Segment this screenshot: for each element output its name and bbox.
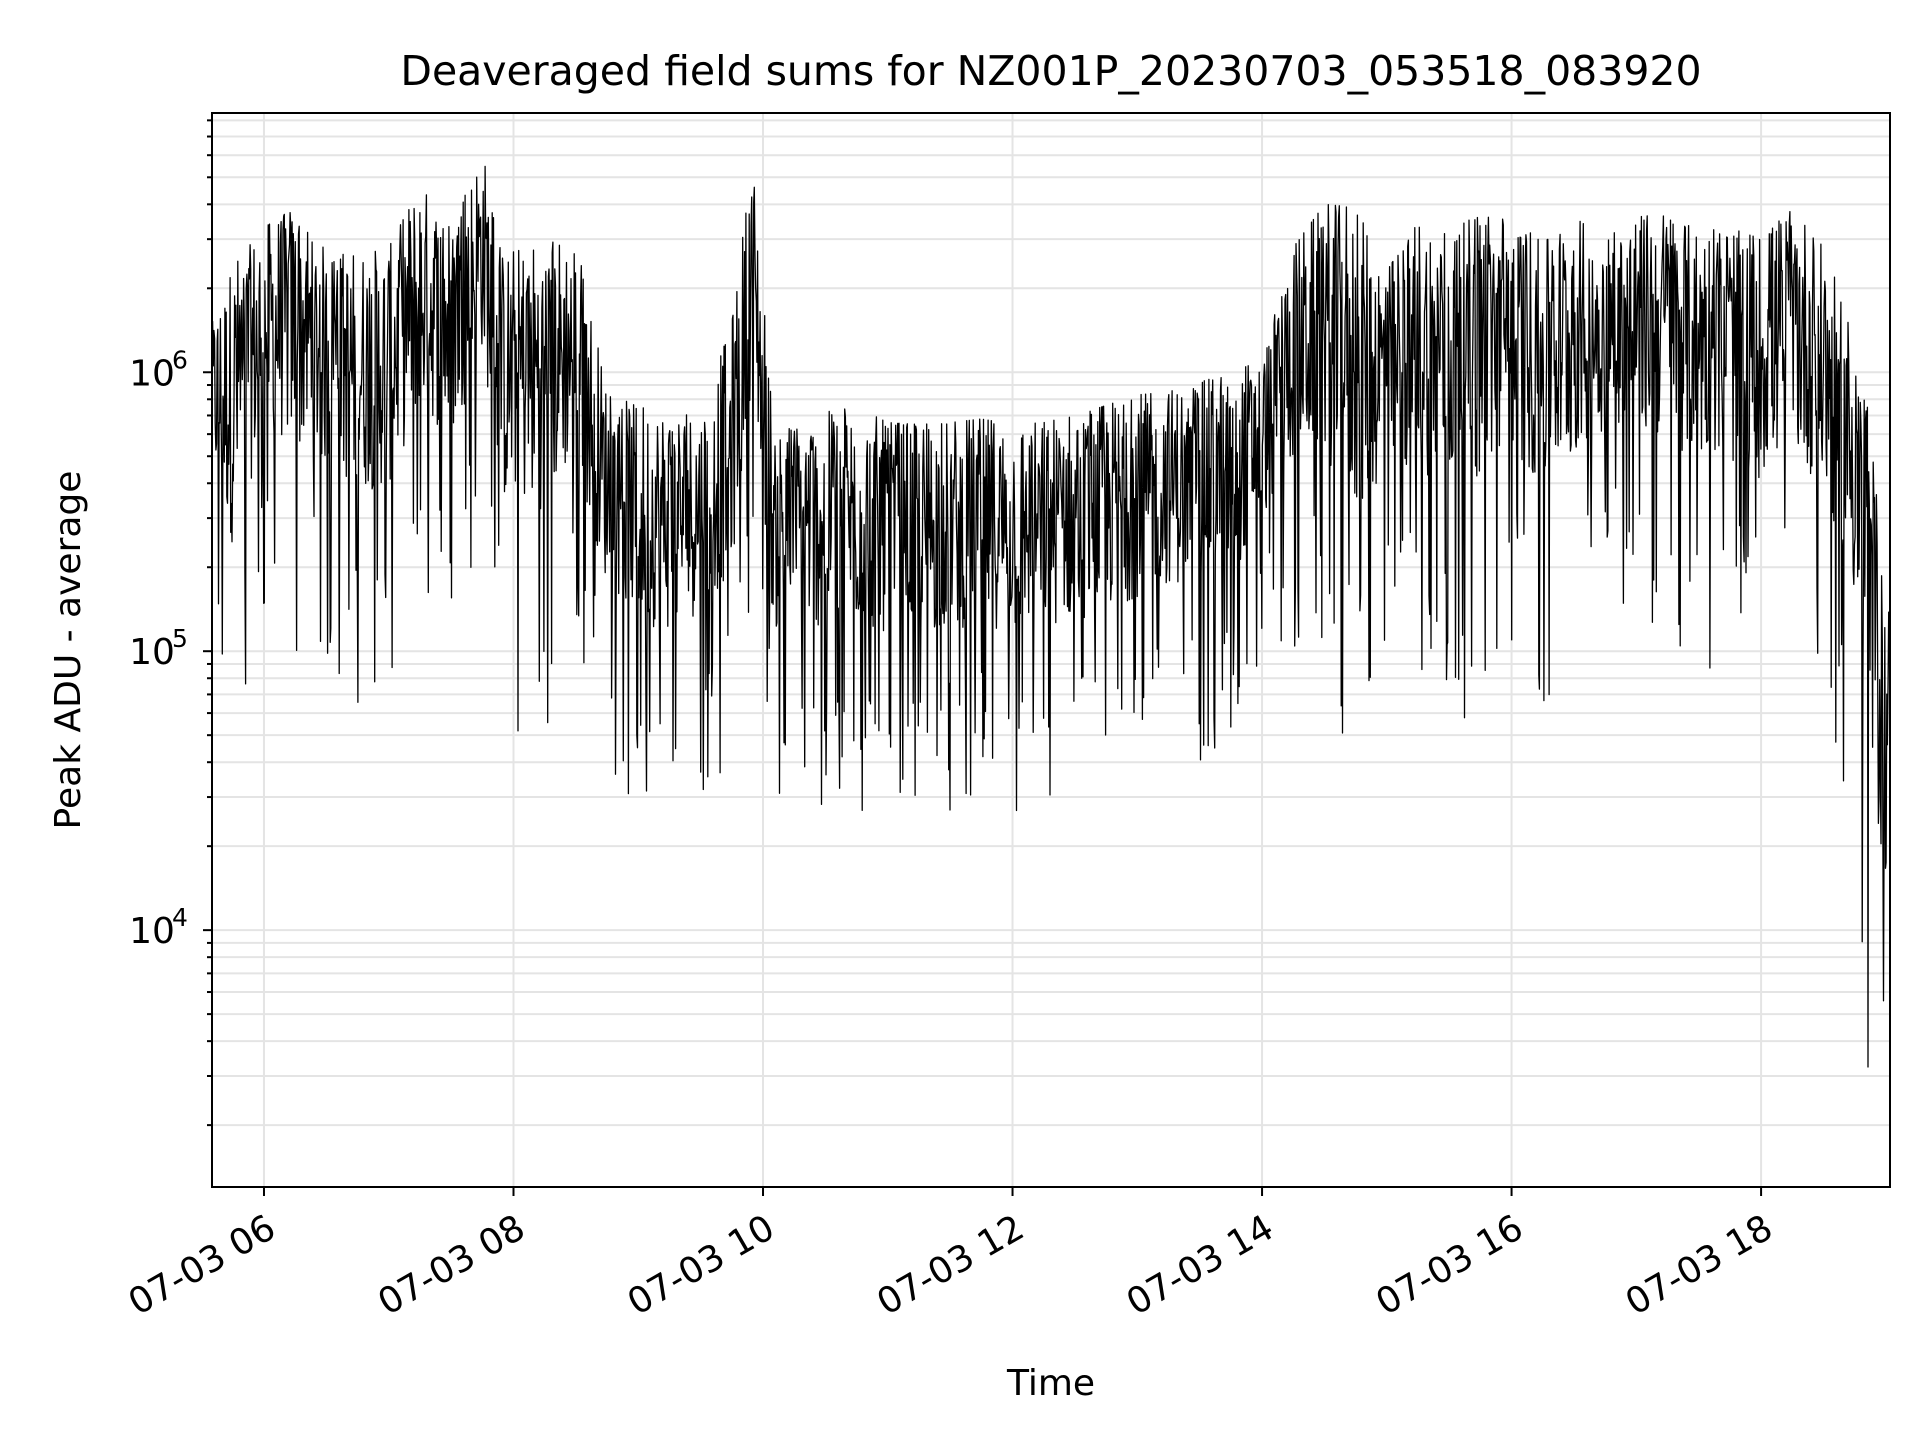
x-axis-ticks: 07-03 06 07-03 08 07-03 10 07-03 12 07-03 14… — [122, 1187, 1780, 1324]
x-tick-label: 07-03 16 — [1369, 1207, 1530, 1323]
grid-lines — [212, 113, 1890, 1187]
series-line — [211, 165, 1891, 1068]
data-series-line — [211, 165, 1891, 1068]
x-tick-label: 07-03 12 — [870, 1207, 1031, 1323]
x-axis-label: Time — [1006, 1363, 1095, 1404]
y-tick-label-exponent: 6 — [172, 345, 188, 374]
y-tick-label: 10 — [129, 353, 175, 394]
y-tick-label: 10 — [129, 911, 175, 952]
plot-frame — [211, 112, 1891, 1188]
y-tick-label-exponent: 5 — [172, 624, 188, 653]
y-axis-label: Peak ADU - average — [48, 471, 89, 830]
x-tick-label: 07-03 08 — [371, 1207, 532, 1323]
x-tick-label: 07-03 06 — [122, 1207, 283, 1323]
x-tick-label: 07-03 10 — [621, 1207, 782, 1323]
chart-title: Deaveraged field sums for NZ001P_2023070… — [400, 47, 1701, 95]
y-tick-label: 10 — [129, 632, 175, 673]
y-tick-label-exponent: 4 — [172, 903, 188, 932]
x-tick-label: 07-03 14 — [1120, 1207, 1281, 1323]
x-tick-label: 07-03 18 — [1619, 1207, 1780, 1323]
